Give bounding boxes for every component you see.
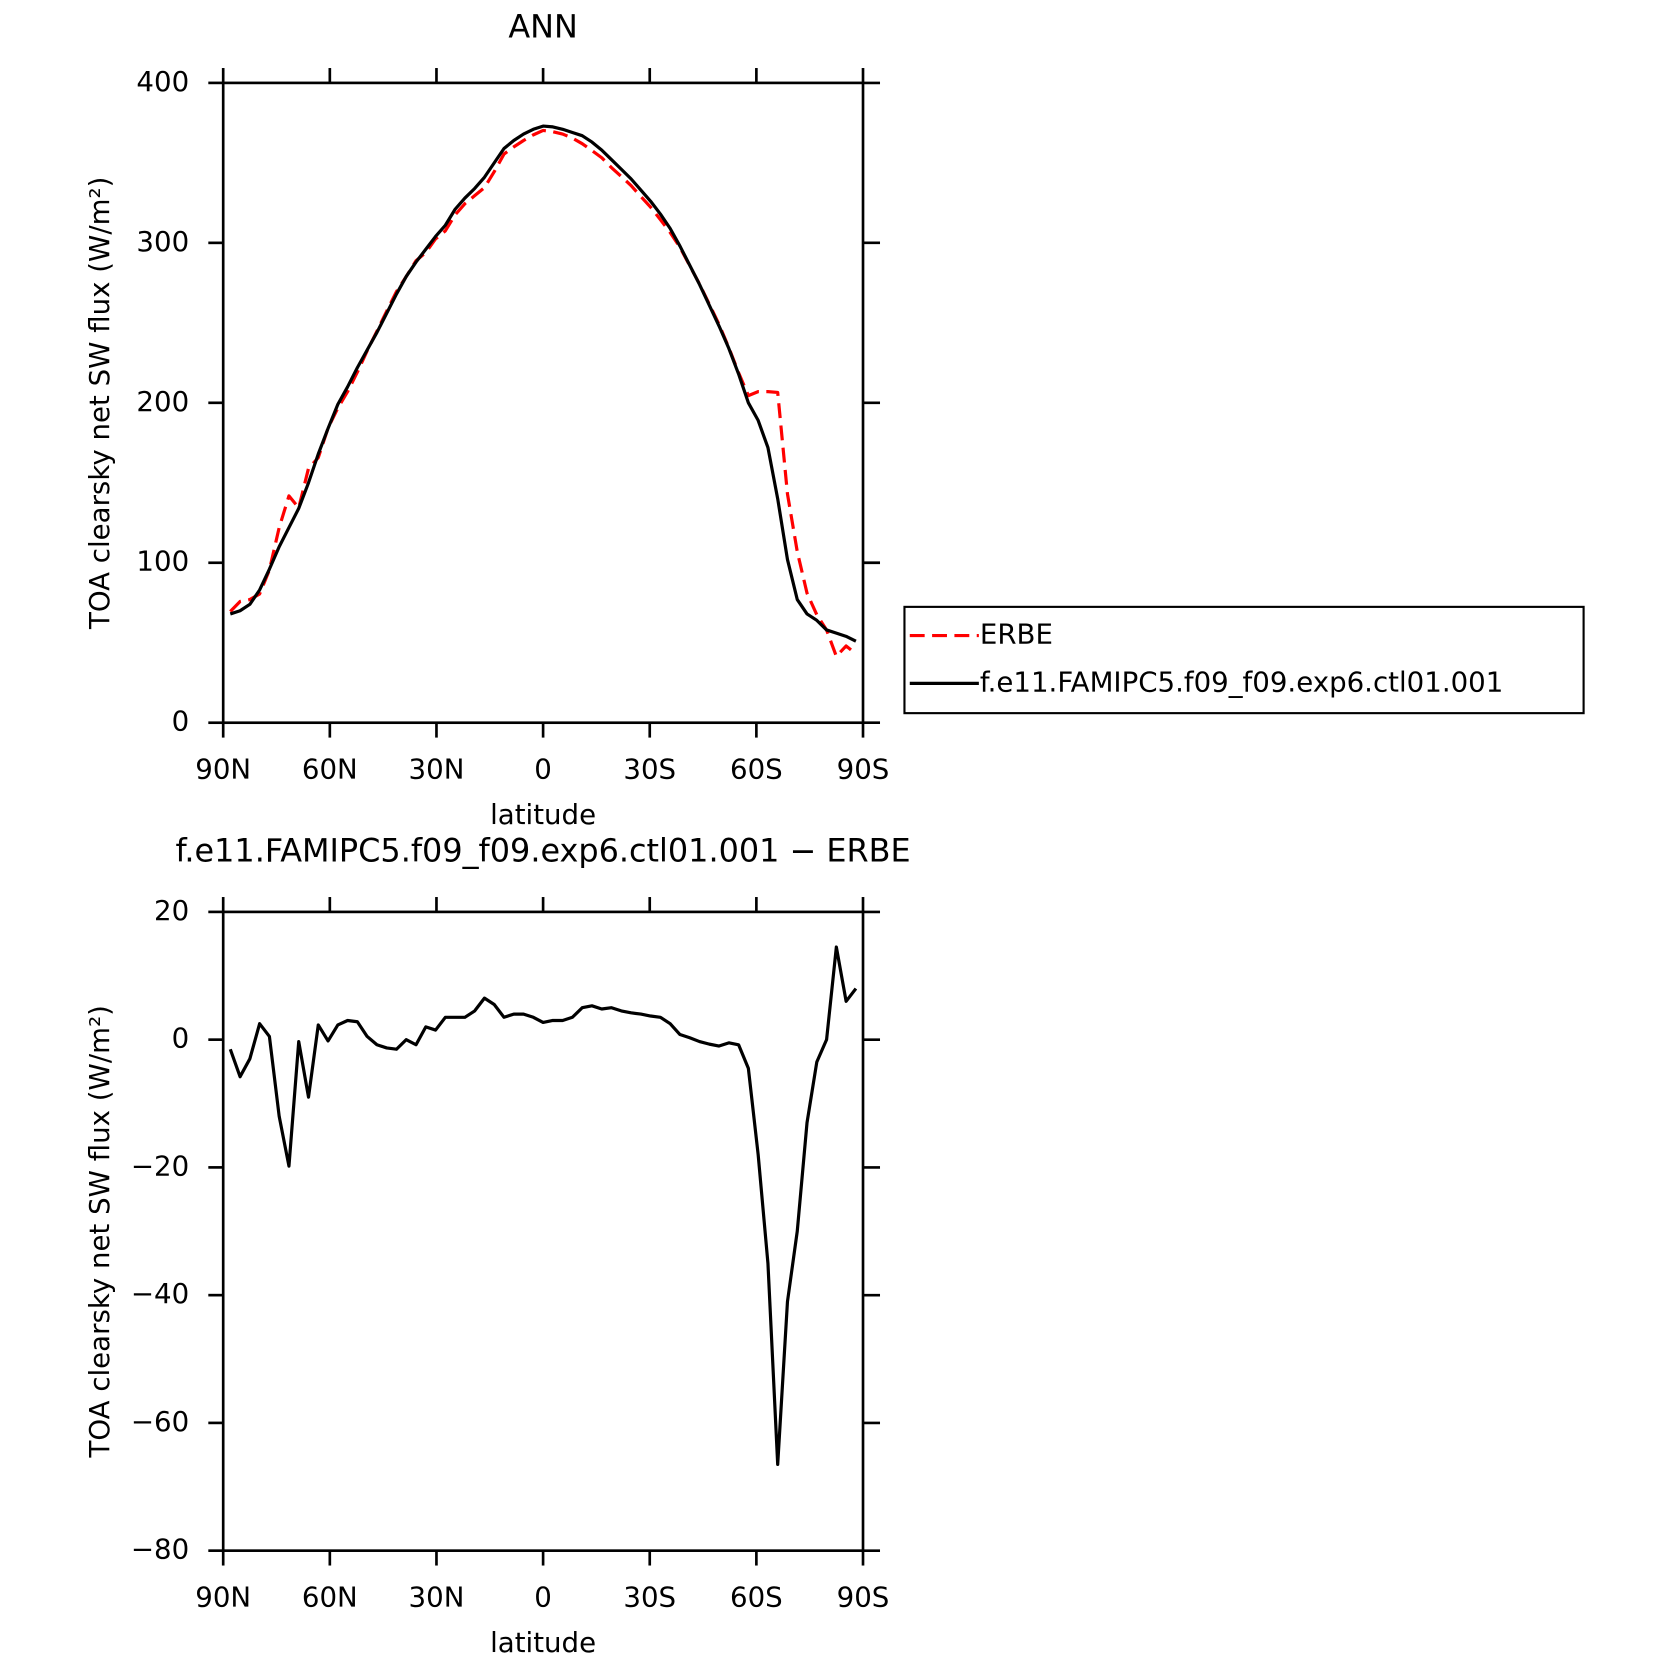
- y-tick-label: 100: [136, 545, 189, 578]
- x-tick-label: 60N: [302, 1580, 358, 1613]
- y-tick-label: 20: [154, 894, 189, 927]
- legend-label: ERBE: [980, 618, 1053, 651]
- x-tick-label: 60N: [302, 753, 358, 786]
- y-tick-label: 300: [136, 225, 189, 258]
- x-tick-label: 60S: [730, 1580, 783, 1613]
- data-line: [228, 945, 858, 1467]
- plot-frame: [221, 910, 865, 1552]
- x-tick-label: 90S: [837, 1580, 890, 1613]
- legend-box: [903, 605, 1585, 715]
- data-line: [229, 128, 857, 658]
- y-tick-label: 200: [136, 385, 189, 418]
- y-tick-label: −60: [131, 1405, 189, 1438]
- y-axis-label: TOA clearsky net SW flux (W/m²): [83, 1005, 116, 1458]
- y-tick-label: −20: [131, 1149, 189, 1182]
- x-tick-label: 90N: [195, 1580, 251, 1613]
- x-tick-label: 0: [534, 1580, 552, 1613]
- y-axis-label: TOA clearsky net SW flux (W/m²): [83, 177, 116, 630]
- x-tick-label: 90N: [195, 753, 251, 786]
- x-tick-label: 0: [534, 753, 552, 786]
- chart-title: ANN: [508, 8, 578, 46]
- legend-label: f.e11.FAMIPC5.f09_f09.exp6.ctl01.001: [980, 665, 1503, 698]
- x-axis-label: latitude: [490, 1626, 596, 1658]
- y-tick-label: 0: [172, 1022, 190, 1055]
- y-tick-label: 0: [172, 705, 190, 738]
- x-tick-label: 30S: [623, 753, 676, 786]
- y-tick-label: 400: [136, 65, 189, 98]
- x-axis-label: latitude: [490, 798, 596, 831]
- chart-title: f.e11.FAMIPC5.f09_f09.exp6.ctl01.001 − E…: [175, 831, 910, 869]
- x-tick-label: 30N: [409, 753, 465, 786]
- plot-frame: [221, 81, 865, 725]
- x-tick-label: 30N: [409, 1580, 465, 1613]
- x-tick-label: 90S: [837, 753, 890, 786]
- x-tick-label: 30S: [623, 1580, 676, 1613]
- y-tick-label: −40: [131, 1277, 189, 1310]
- data-line: [229, 124, 857, 643]
- y-tick-label: −80: [131, 1533, 189, 1566]
- x-tick-label: 60S: [730, 753, 783, 786]
